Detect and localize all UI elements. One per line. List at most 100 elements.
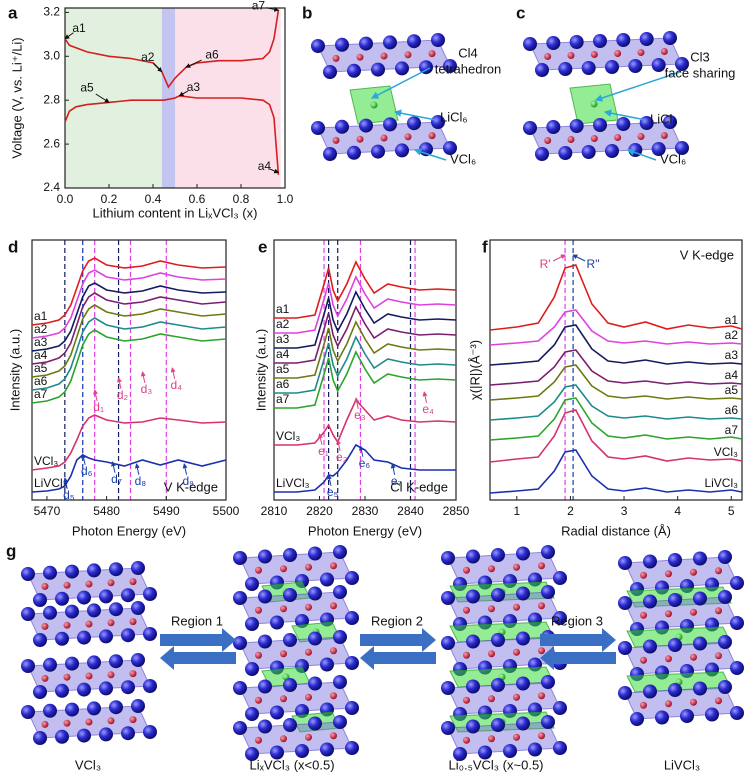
cl-atom (99, 681, 113, 696)
x-tick-label: 3 (621, 504, 628, 518)
annotation-label: e₂ (336, 450, 348, 464)
v-atom (305, 648, 312, 656)
series-label: a4 (276, 347, 290, 361)
cl-atom (491, 678, 505, 692)
li-atom (370, 101, 378, 109)
cl-atom (675, 57, 689, 71)
v-atom (513, 733, 520, 741)
annotation-arrow (140, 371, 146, 383)
cl-atom (516, 631, 530, 646)
cl-atom (55, 631, 69, 646)
annotation-arrow (390, 463, 396, 475)
cl-atom (233, 681, 247, 695)
cl-atom (43, 657, 57, 672)
data-line (274, 350, 457, 409)
cl-atom (593, 34, 607, 48)
cl-atom (466, 679, 480, 694)
cl-atom (605, 60, 619, 74)
cl-atom (730, 616, 744, 630)
annotation-label: d₃ (141, 382, 153, 396)
forward-arrow (360, 628, 436, 652)
cl-atom (541, 545, 555, 559)
cl-atom (65, 564, 79, 579)
data-line (274, 290, 457, 349)
cl-atom (491, 718, 505, 732)
cl-atom (335, 37, 349, 52)
series-label: a3 (34, 335, 48, 349)
cl-atom (99, 589, 113, 604)
cl-atom (693, 591, 707, 606)
cl-atom (541, 675, 555, 689)
v-atom (107, 717, 115, 725)
cl-atom (270, 705, 284, 720)
v-atom (63, 719, 71, 727)
v-atom (305, 733, 312, 741)
cl-atom (131, 561, 145, 575)
region-shade (161, 8, 175, 188)
cl-atom (21, 659, 35, 673)
annotation-arrow (63, 477, 69, 489)
v-atom (129, 578, 137, 586)
arrows (160, 628, 616, 670)
data-line (31, 282, 227, 352)
cl-atom (605, 144, 619, 158)
cl-atom (651, 58, 666, 72)
chart: f 1 2 3 4 5 Radial distance (Å) χ(|R|)(Å⁻³) a1a2… (467, 237, 743, 538)
v-atom (665, 610, 672, 618)
v-atom (332, 136, 340, 144)
pointer (413, 148, 447, 161)
chart: d 5470 5480 5490 5500 Photon Energy (eV) Inten… (7, 237, 239, 538)
x-tick-label: 5 (728, 504, 735, 518)
stage-label: Li₀.₅VCl₃ (x~0.5) (448, 757, 543, 772)
v-atom (41, 582, 49, 590)
cl-atom (569, 119, 584, 133)
cl-atom (443, 141, 457, 155)
cl-atom (143, 587, 157, 601)
cl-atom (441, 721, 455, 735)
cl-atom (516, 676, 530, 691)
v-atom (538, 562, 545, 570)
cl-atom (308, 586, 322, 601)
cl-atom (718, 680, 732, 694)
cl-atom (516, 546, 530, 561)
v-atom (280, 605, 287, 613)
x-tick-label: 2810 (261, 504, 288, 518)
series-label: a3 (276, 332, 290, 346)
cl-atom (441, 636, 455, 650)
annotation-label: d₁ (93, 400, 104, 414)
v-atom (544, 137, 552, 144)
v-atom (129, 618, 137, 626)
series-label: a5 (725, 383, 739, 397)
edge-note: V K-edge (164, 479, 218, 494)
series-label: a6 (276, 377, 290, 391)
structure-label: VCl₆ (660, 151, 686, 166)
cl-atom (431, 33, 445, 47)
v-atom (463, 566, 470, 574)
cl-atom (359, 36, 373, 51)
series-label: a5 (276, 362, 290, 376)
cl-atom (453, 747, 467, 761)
data-line (274, 305, 457, 364)
cl-atom (730, 576, 744, 590)
cl-atom (407, 116, 421, 131)
cl-atom (643, 554, 657, 569)
cl-atom (668, 593, 682, 607)
region-label: Region 1 (171, 613, 223, 628)
annotation-arrow (358, 445, 364, 457)
v-atom (660, 48, 668, 55)
cl-atom (345, 656, 359, 670)
cl-atom (541, 715, 555, 729)
cl-atom (270, 745, 284, 760)
data-line (489, 324, 743, 366)
y-tick-label: 2.6 (43, 136, 60, 150)
y-tick-label: 2.4 (43, 180, 60, 194)
series-label: VCl₃ (34, 454, 58, 468)
cl-atom (441, 551, 455, 565)
series-label: a5 (34, 361, 48, 375)
v-atom (513, 563, 520, 571)
cl-atom (663, 31, 677, 45)
v-atom (356, 135, 364, 143)
series-label: a7 (276, 392, 290, 406)
v-atom (640, 701, 647, 709)
annotation-arrow (153, 62, 163, 73)
